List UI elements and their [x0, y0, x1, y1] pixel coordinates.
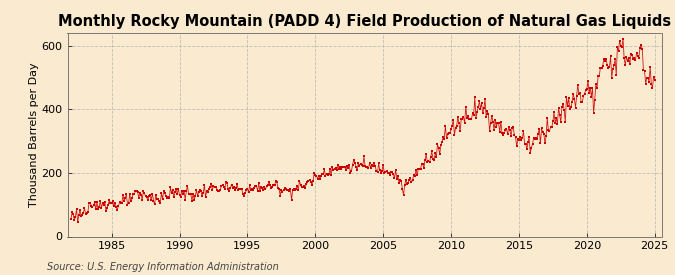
Text: Source: U.S. Energy Information Administration: Source: U.S. Energy Information Administ… [47, 262, 279, 272]
Title: Monthly Rocky Mountain (PADD 4) Field Production of Natural Gas Liquids: Monthly Rocky Mountain (PADD 4) Field Pr… [58, 14, 671, 29]
Y-axis label: Thousand Barrels per Day: Thousand Barrels per Day [29, 62, 38, 207]
